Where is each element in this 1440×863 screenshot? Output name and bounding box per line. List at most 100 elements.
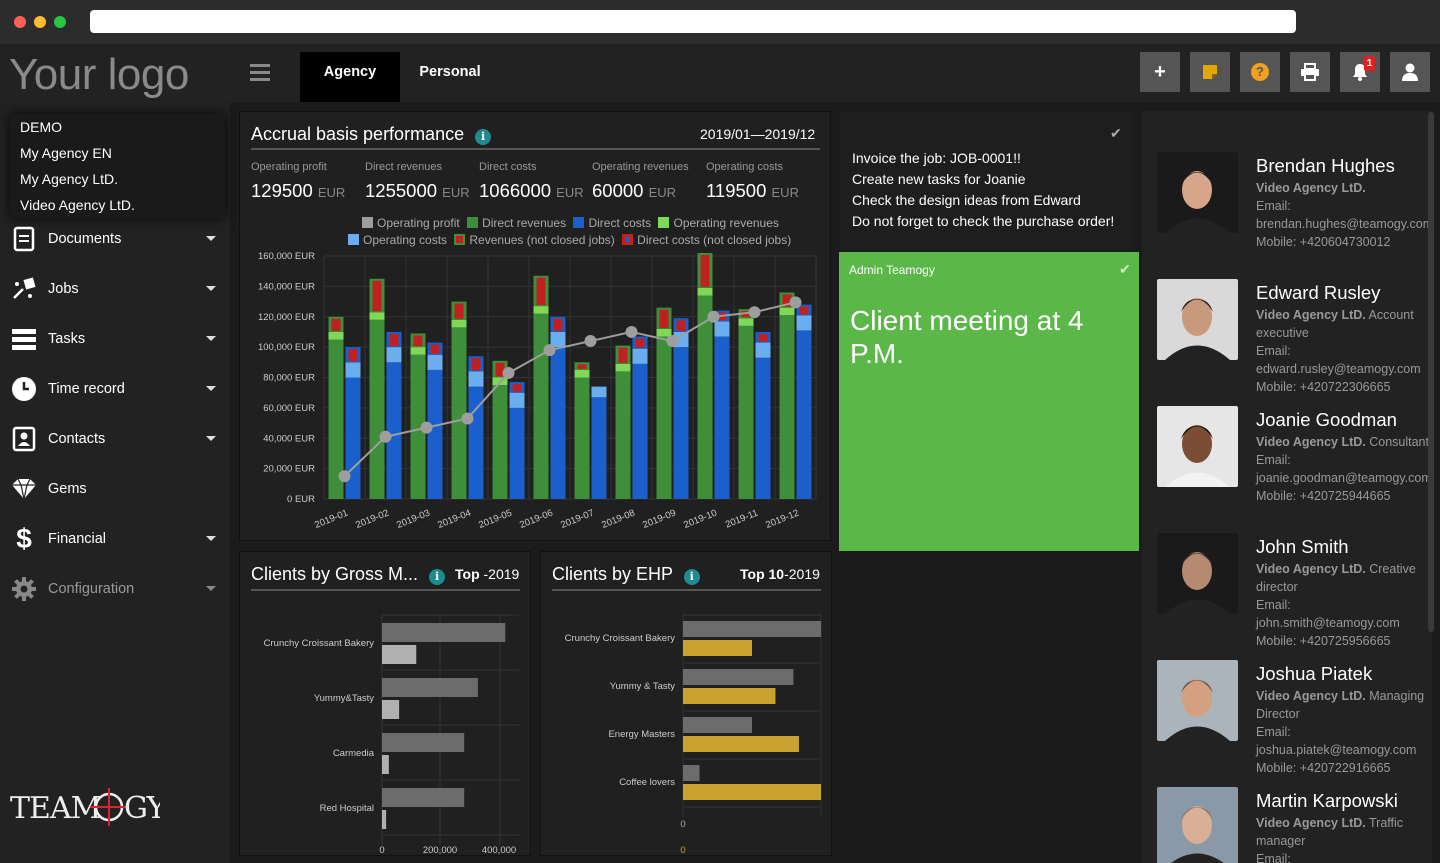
contact-info: Video Agency LtD. Creative director Email… bbox=[1256, 560, 1432, 650]
bar-series-2 bbox=[382, 700, 400, 719]
contact-detail[interactable]: brendan.hughes@teamogy.com bbox=[1256, 217, 1432, 231]
bar-operating-revenues bbox=[369, 312, 385, 320]
avatar[interactable] bbox=[1157, 279, 1238, 360]
nav-label: Jobs bbox=[48, 281, 79, 297]
nav-item-jobs[interactable]: Jobs bbox=[0, 264, 230, 314]
category-label: Energy Masters bbox=[608, 729, 675, 740]
app-logo[interactable]: Your logo bbox=[9, 50, 189, 99]
contact-name[interactable]: Edward Rusley bbox=[1256, 282, 1381, 303]
legend-item[interactable]: Operating profit bbox=[362, 216, 460, 230]
bar-operating-costs bbox=[509, 392, 525, 408]
bar-operating-costs bbox=[345, 362, 361, 378]
legend-item[interactable]: Operating costs bbox=[348, 233, 447, 247]
contact-detail[interactable]: joanie.goodman@teamogy.com bbox=[1256, 471, 1432, 485]
hamburger-menu-icon[interactable] bbox=[250, 64, 270, 85]
agency-option[interactable]: Video Agency LtD. bbox=[20, 197, 135, 213]
avatar[interactable] bbox=[1157, 533, 1238, 614]
avatar[interactable] bbox=[1157, 787, 1238, 863]
nav-item-contacts[interactable]: Contacts bbox=[0, 414, 230, 464]
x-tick-label: 2019-05 bbox=[477, 508, 513, 531]
kpi-label: Direct costs bbox=[479, 161, 537, 173]
contact-detail: Mobile: +420725944665 bbox=[1256, 489, 1391, 503]
gross-chart: Crunchy Croissant Bakery Yummy&Tasty Carme… bbox=[264, 614, 519, 856]
user-profile-button[interactable] bbox=[1390, 52, 1430, 92]
avatar[interactable] bbox=[1157, 406, 1238, 487]
nav-item-gems[interactable]: Gems bbox=[0, 464, 230, 514]
gross-filter[interactable]: Top -2019 bbox=[455, 566, 520, 582]
agency-option[interactable]: My Agency LtD. bbox=[20, 171, 119, 187]
top-bar bbox=[230, 44, 1440, 102]
maximize-window-button[interactable] bbox=[54, 16, 66, 28]
tab-personal[interactable]: Personal bbox=[419, 64, 481, 80]
bar-operating-costs bbox=[714, 321, 730, 337]
user-icon bbox=[1402, 63, 1418, 81]
nav-item-time-record[interactable]: Time record bbox=[0, 364, 230, 414]
x-tick-label: 2019-03 bbox=[395, 508, 431, 531]
contact-name[interactable]: John Smith bbox=[1256, 536, 1349, 557]
contact-name[interactable]: Joanie Goodman bbox=[1256, 409, 1397, 430]
chevron-down-icon bbox=[206, 236, 216, 241]
legend-item[interactable]: Direct revenues bbox=[467, 216, 566, 230]
x-tick-label: 400,000 bbox=[482, 845, 516, 856]
bar-operating-revenues bbox=[328, 331, 344, 340]
avatar[interactable] bbox=[1157, 152, 1238, 233]
agency-option[interactable]: DEMO bbox=[20, 119, 62, 135]
bar-direct-costs bbox=[386, 362, 402, 499]
legend-item[interactable]: Revenues (not closed jobs) bbox=[454, 233, 615, 247]
bar-direct-costs-not-closed bbox=[635, 338, 645, 348]
bar-revenues-not-closed bbox=[372, 280, 382, 312]
sticky-note[interactable]: Admin Teamogy ✔ Client meeting at 4 P.M. bbox=[839, 252, 1139, 551]
checkmark-icon[interactable]: ✔ bbox=[1119, 261, 1131, 277]
legend-item[interactable]: Direct costs bbox=[573, 216, 651, 230]
bar-direct-costs bbox=[714, 336, 730, 499]
contact-detail[interactable]: john.smith@teamogy.com bbox=[1256, 616, 1400, 630]
legend-item[interactable]: Direct costs (not closed jobs) bbox=[622, 233, 791, 247]
divider bbox=[251, 148, 820, 150]
chart-legend-row1: Operating profit Direct revenues Direct … bbox=[362, 216, 779, 230]
help-button[interactable]: ? bbox=[1240, 52, 1280, 92]
x-tick-label: 2019-01 bbox=[313, 508, 349, 531]
close-window-button[interactable] bbox=[14, 16, 26, 28]
contact-name[interactable]: Joshua Piatek bbox=[1256, 663, 1373, 684]
chart-legend-row2: Operating costs Revenues (not closed job… bbox=[348, 233, 791, 247]
nav-item-financial[interactable]: $ Financial bbox=[0, 514, 230, 564]
agency-option[interactable]: My Agency EN bbox=[20, 145, 112, 161]
contact-name[interactable]: Martin Karpowski bbox=[1256, 790, 1398, 811]
bell-icon bbox=[1353, 64, 1367, 81]
add-button[interactable]: + bbox=[1140, 52, 1180, 92]
nav-item-configuration[interactable]: Configuration bbox=[0, 564, 230, 614]
kpi-value: 1255000 EUR bbox=[365, 180, 470, 201]
bar-operating-revenues bbox=[615, 363, 631, 372]
y-tick-label: 140,000 EUR bbox=[258, 281, 315, 292]
minimize-window-button[interactable] bbox=[34, 16, 46, 28]
profit-point bbox=[748, 306, 761, 319]
print-button[interactable] bbox=[1290, 52, 1330, 92]
contact-info: Video Agency LtD. Traffic manager Email: bbox=[1256, 814, 1432, 863]
info-icon[interactable]: i bbox=[683, 569, 700, 585]
info-icon[interactable]: i bbox=[475, 129, 492, 145]
avatar[interactable] bbox=[1157, 660, 1238, 741]
ehp-filter[interactable]: Top 10-2019 bbox=[740, 566, 820, 582]
legend-item[interactable]: Operating revenues bbox=[658, 216, 779, 230]
accrual-period[interactable]: 2019/01—2019/12 bbox=[700, 126, 816, 142]
address-bar[interactable] bbox=[90, 10, 1296, 33]
checkmark-icon[interactable]: ✔ bbox=[1110, 125, 1122, 141]
notifications-button[interactable]: 1 bbox=[1340, 52, 1380, 92]
tab-agency[interactable]: Agency bbox=[300, 52, 400, 102]
x-tick-label: 2019-06 bbox=[518, 508, 554, 531]
contact-name[interactable]: Brendan Hughes bbox=[1256, 155, 1395, 176]
nav-item-tasks[interactable]: Tasks bbox=[0, 314, 230, 364]
profit-point bbox=[625, 325, 638, 338]
contact-detail[interactable]: edward.rusley@teamogy.com bbox=[1256, 362, 1421, 376]
nav-item-documents[interactable]: Documents bbox=[0, 214, 230, 264]
kpi-label: Operating costs bbox=[706, 161, 784, 173]
scrollbar[interactable] bbox=[1428, 112, 1434, 632]
info-icon[interactable]: i bbox=[429, 569, 446, 585]
tasks-icon bbox=[10, 325, 38, 353]
x-tick-label: 2019-08 bbox=[600, 508, 636, 531]
x-tick-label: 0 bbox=[680, 845, 685, 856]
sticky-note-button[interactable] bbox=[1190, 52, 1230, 92]
y-tick-label: 0 EUR bbox=[287, 494, 315, 505]
bar-direct-costs bbox=[550, 347, 566, 499]
contact-detail[interactable]: joshua.piatek@teamogy.com bbox=[1256, 743, 1417, 757]
